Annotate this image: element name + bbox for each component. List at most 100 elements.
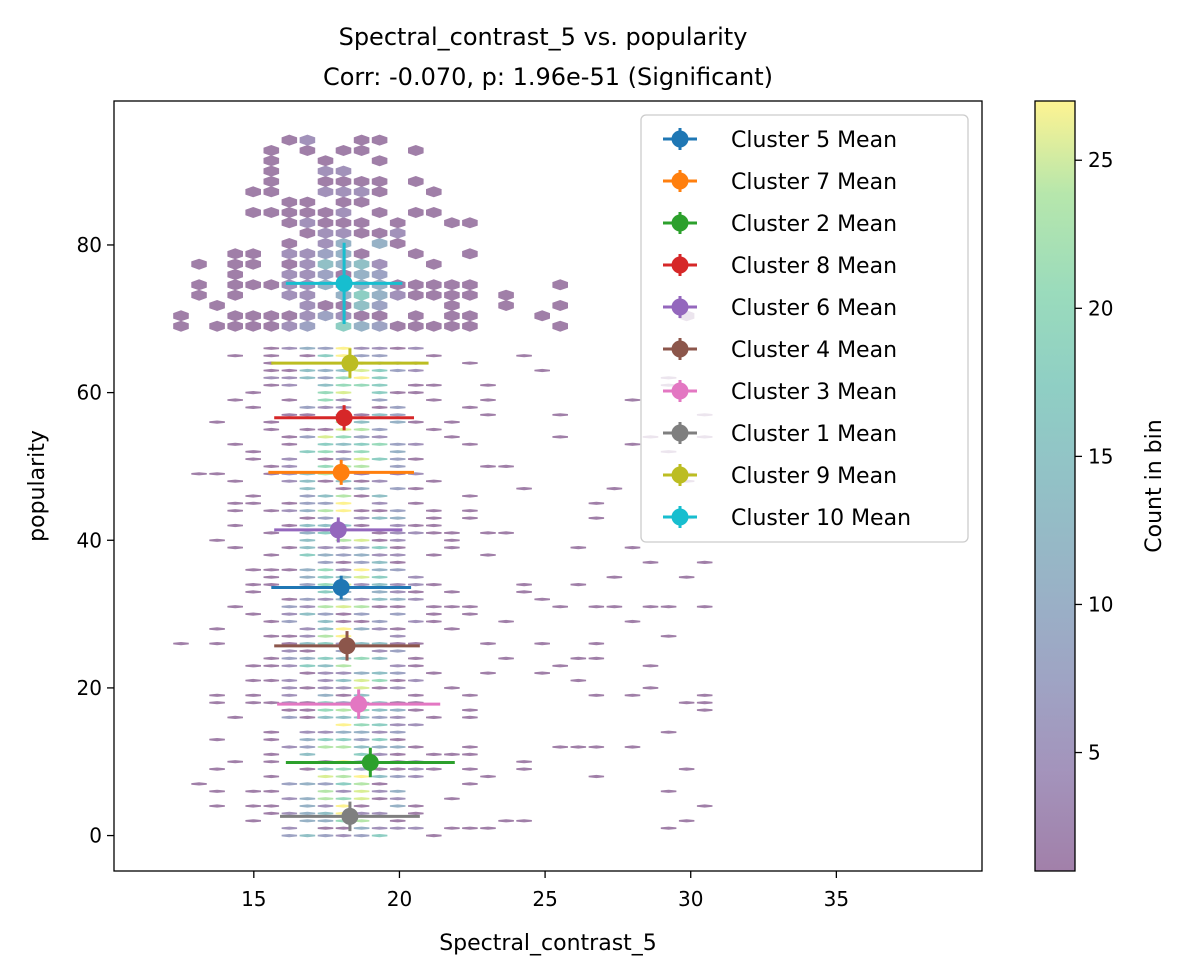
hexbin-cell: [263, 420, 280, 424]
hexbin-cell: [245, 310, 261, 322]
hexbin-cell: [245, 457, 261, 461]
hexbin-cell: [408, 590, 424, 594]
hexbin-cell: [371, 346, 388, 350]
hexbin-cell: [353, 656, 370, 660]
hexbin-cell: [371, 269, 388, 280]
hexbin-cell: [353, 730, 370, 734]
hexbin-cell: [299, 797, 316, 801]
hexbin-cell: [588, 516, 605, 520]
hexbin-cell: [371, 568, 388, 572]
hexbin-cell: [389, 634, 406, 638]
hexbin-cell: [317, 176, 334, 187]
hexbin-cell: [606, 575, 623, 579]
hexbin-cell: [408, 804, 424, 808]
hexbin-cell: [317, 627, 334, 631]
x-tick-label: 30: [678, 887, 703, 911]
hexbin-cell: [389, 320, 406, 332]
cluster-mean-point: [329, 521, 347, 539]
hexbin-cell: [353, 368, 370, 373]
hexbin-cell: [281, 376, 298, 380]
hexbin-cell: [588, 774, 605, 779]
hexbin-cell: [678, 575, 695, 579]
hexbin-cell: [389, 664, 406, 668]
hexbin-cell: [498, 619, 514, 624]
hexbin-cell: [642, 605, 659, 609]
hexbin-cell: [299, 708, 316, 712]
hexbin-cell: [227, 258, 243, 270]
hexbin-cell: [353, 627, 370, 631]
hexbin-cell: [353, 723, 370, 727]
hexbin-cell: [299, 523, 316, 528]
hexbin-cell: [335, 560, 352, 564]
hexbin-cell: [353, 300, 370, 311]
hexbin-cell: [353, 354, 370, 358]
hexbin-cell: [588, 693, 605, 697]
hexbin-cell: [371, 553, 388, 557]
hexbin-cell: [281, 619, 298, 624]
hexbin-cell: [353, 346, 370, 350]
hexbin-cell: [389, 789, 406, 793]
hexbin-cell: [317, 346, 334, 350]
hexbin-cell: [263, 738, 280, 742]
hexbin-cell: [299, 145, 316, 156]
hexbin-cell: [408, 391, 424, 395]
hexbin-cell: [281, 745, 298, 749]
hexbin-cell: [317, 258, 334, 270]
colorbar-tick-label: 5: [1088, 741, 1101, 765]
hexbin-cell: [462, 752, 478, 756]
hexbin-cell: [263, 701, 280, 705]
hexbin-cell: [426, 509, 442, 513]
hexbin-cell: [426, 715, 442, 719]
hexbin-cell: [227, 442, 243, 446]
hexbin-cell: [408, 501, 424, 505]
hexbin-cell: [353, 819, 370, 823]
x-tick-label: 35: [824, 887, 849, 911]
hexbin-cell: [498, 464, 514, 468]
hexbin-cell: [371, 723, 388, 727]
hexbin-cell: [552, 320, 568, 332]
hexbin-cell: [389, 715, 406, 719]
hexbin-cell: [371, 435, 388, 439]
hexbin-cell: [317, 464, 334, 468]
hexbin-cell: [299, 752, 316, 756]
hexbin-cell: [299, 804, 316, 808]
hexbin-cell: [371, 457, 388, 461]
hexbin-cell: [317, 782, 334, 786]
hexbin-cell: [371, 413, 388, 417]
hexbin-cell: [335, 597, 352, 601]
hexbin-cell: [371, 368, 388, 373]
hexbin-cell: [696, 560, 713, 564]
hexbin-cell: [317, 797, 334, 801]
hexbin-cell: [552, 300, 568, 311]
hexbin-cell: [353, 186, 370, 198]
hexbin-cell: [516, 583, 532, 587]
hexbin-cell: [371, 619, 388, 624]
legend-entry-label: Cluster 7 Mean: [731, 170, 897, 195]
hexbin-cell: [660, 789, 677, 793]
hexbin-cell: [498, 300, 514, 311]
hexbin-cell: [317, 442, 334, 446]
hexbin-cell: [371, 501, 388, 505]
hexbin-cell: [335, 804, 352, 808]
x-tick-label: 15: [241, 887, 266, 911]
hexbin-cell: [281, 346, 298, 350]
hexbin-cell: [317, 368, 334, 373]
hexbin-cell: [281, 612, 298, 616]
hexbin-cell: [335, 186, 352, 198]
hexbin-cell: [462, 217, 478, 229]
hexbin-cell: [444, 538, 460, 542]
hexbin-cell: [245, 405, 261, 409]
hexbin-cell: [353, 145, 370, 156]
y-tick-label: 20: [77, 676, 102, 700]
x-axis-label: Spectral_contrast_5: [439, 931, 657, 956]
hexbin-cell: [317, 238, 334, 249]
hexbin-cell: [173, 642, 189, 646]
hexbin-cell: [353, 320, 370, 332]
hexbin-cell: [516, 819, 532, 823]
hexbin-cell: [408, 575, 424, 579]
hexbin-cell: [606, 487, 623, 491]
hexbin-cell: [281, 523, 298, 528]
hexbin-cell: [263, 575, 280, 579]
hexbin-cell: [317, 450, 334, 454]
hexbin-cell: [335, 383, 352, 387]
